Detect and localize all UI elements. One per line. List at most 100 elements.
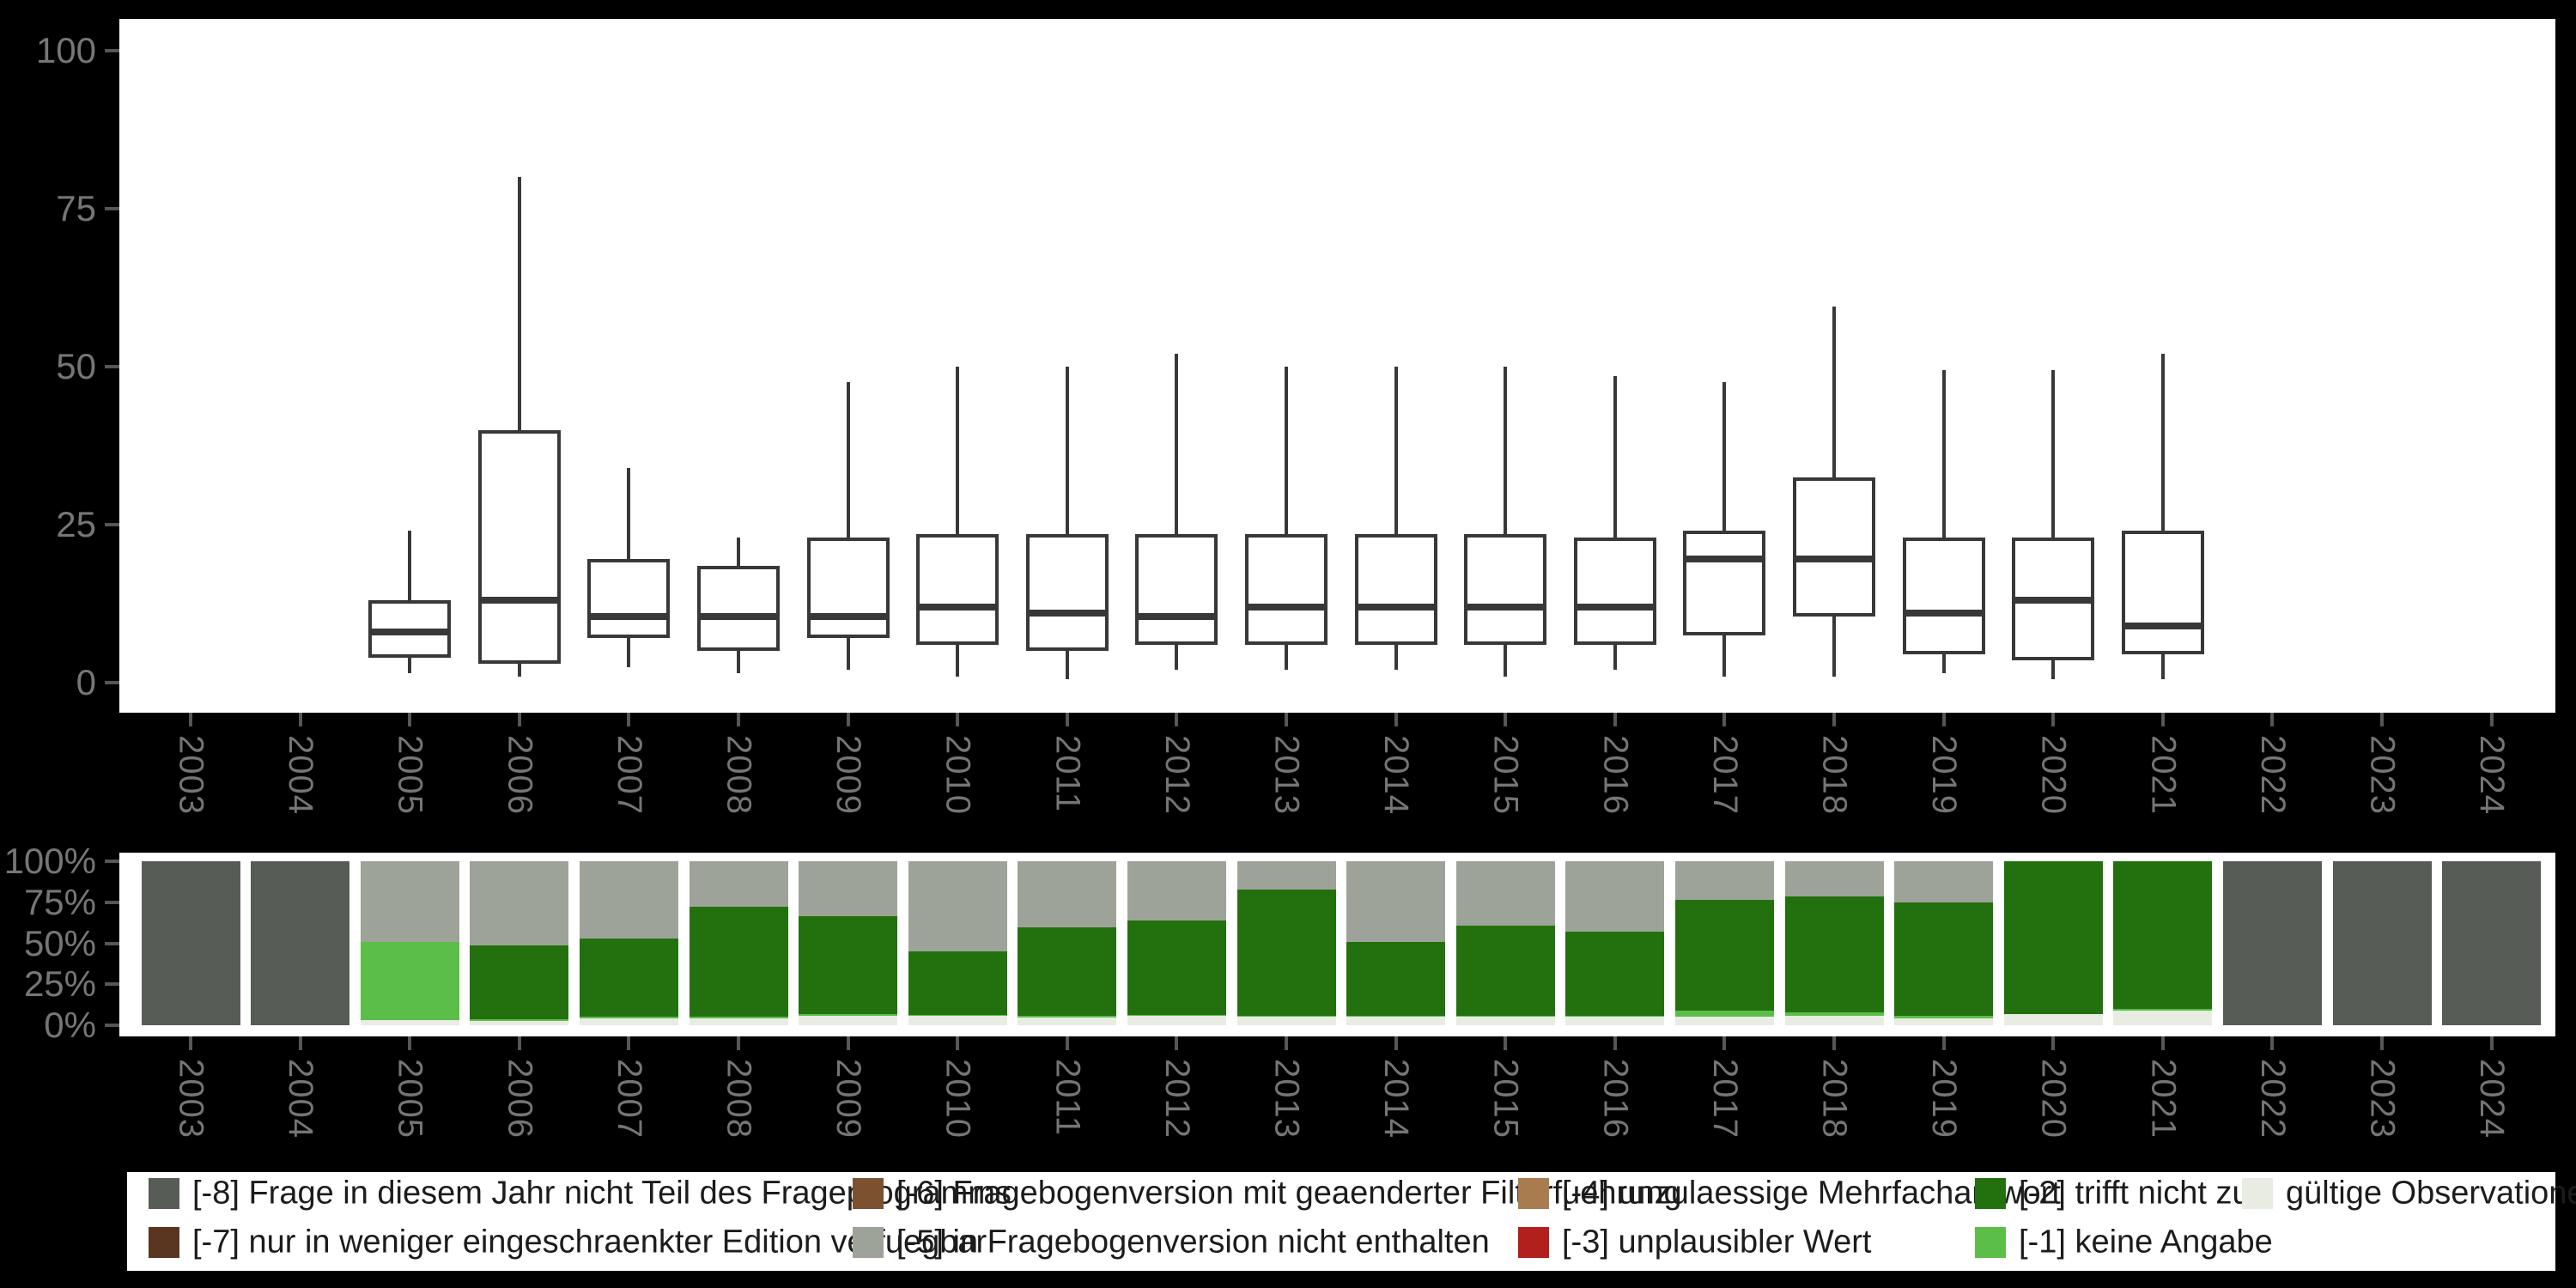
legend-label-m3: [-3] unplausibler Wert (1562, 1224, 1872, 1261)
bar-segment-2014-valid (1346, 1017, 1446, 1025)
bar-chart-x-tick-mark (1394, 1036, 1398, 1050)
boxplot-median (481, 597, 557, 605)
boxplot-median (591, 612, 667, 620)
bar-chart-x-tick-mark (2380, 1036, 2384, 1050)
boxplot-box (1573, 537, 1656, 645)
boxplot-whisker (2160, 354, 2165, 680)
boxplot-median (1905, 610, 1982, 617)
bar-segment-2017-m2 (1674, 899, 1774, 1011)
bar-chart-x-tick-label-2019: 2019 (1925, 1059, 1964, 1139)
boxplot-x-tick-mark (2160, 713, 2165, 726)
bar-segment-2013-m2 (1236, 890, 1336, 1016)
boxplot-x-tick-label-2015: 2015 (1486, 735, 1525, 815)
legend-label-m5: [-5] in Fragebogenversion nicht enthalte… (896, 1224, 1490, 1261)
bar-segment-2009-m5 (799, 861, 898, 916)
boxplot-x-tick-mark (1941, 713, 1946, 726)
bar-segment-2003-m8 (141, 861, 240, 1025)
bar-segment-2013-m1 (1236, 1015, 1336, 1018)
bar-segment-2019-valid (1894, 1018, 1994, 1025)
bar-chart-x-tick-mark (846, 1036, 850, 1050)
bar-chart-x-tick-mark (1722, 1036, 1727, 1050)
bar-segment-2009-valid (799, 1015, 898, 1025)
bar-chart-x-tick-label-2007: 2007 (610, 1059, 648, 1139)
boxplot-box (1135, 534, 1218, 645)
bar-segment-2006-m1 (470, 1019, 569, 1022)
bar-segment-2013-valid (1236, 1017, 1336, 1025)
boxplot-x-tick-label-2003: 2003 (172, 735, 210, 815)
bar-segment-2013-m5 (1236, 861, 1336, 890)
boxplot-box (1683, 531, 1766, 635)
bar-segment-2016-m5 (1565, 861, 1665, 933)
bar-chart-x-tick-label-2018: 2018 (1815, 1059, 1854, 1139)
boxplot-median (372, 629, 448, 636)
boxplot-x-tick-mark (2380, 713, 2384, 726)
bar-segment-2023-m8 (2332, 861, 2432, 1025)
legend-swatch-valid (2242, 1178, 2273, 1209)
boxplot-x-tick-label-2008: 2008 (720, 735, 758, 815)
boxplot-median (920, 603, 996, 611)
bar-segment-2024-m8 (2442, 861, 2542, 1025)
boxplot-x-tick-label-2012: 2012 (1157, 735, 1196, 815)
boxplot-median (1467, 603, 1544, 611)
bar-chart-x-tick-label-2005: 2005 (391, 1059, 429, 1139)
boxplot-y-tick-label: 50 (56, 346, 96, 386)
boxplot-whisker (517, 177, 521, 677)
bar-chart-x-tick-mark (298, 1036, 302, 1050)
bar-chart-x-tick-label-2021: 2021 (2144, 1059, 2183, 1139)
boxplot-x-tick-mark (298, 713, 302, 726)
boxplot-median (1249, 603, 1324, 611)
bar-segment-2010-m5 (908, 861, 1007, 952)
bar-chart-y-tick-label: 25% (23, 963, 96, 1005)
bar-segment-2011-m1 (1018, 1016, 1117, 1018)
bar-chart-x-tick-mark (2270, 1036, 2275, 1050)
bar-chart-x-tick-label-2023: 2023 (2363, 1059, 2402, 1139)
boxplot-whisker (1613, 376, 1617, 671)
boxplot-x-tick-mark (956, 713, 960, 726)
bar-segment-2015-m2 (1455, 926, 1555, 1017)
boxplot-whisker (1722, 382, 1727, 677)
boxplot-y-tick-mark (105, 207, 119, 210)
boxplot-y-tick-mark (105, 49, 119, 52)
boxplot-x-tick-mark (737, 713, 740, 726)
bar-segment-2021-m1 (2113, 1008, 2213, 1011)
boxplot-box (1245, 534, 1327, 645)
boxplot-median (1358, 603, 1434, 611)
boxplot-whisker (1285, 367, 1288, 671)
bar-segment-2005-m1 (360, 941, 459, 1021)
boxplot-x-tick-mark (2270, 713, 2275, 726)
bar-segment-2011-valid (1018, 1018, 1117, 1025)
bar-chart-x-tick-mark (737, 1036, 740, 1050)
bar-chart-x-tick-label-2014: 2014 (1377, 1059, 1416, 1139)
bar-chart-x-tick-label-2011: 2011 (1048, 1059, 1087, 1137)
boxplot-box (477, 429, 561, 664)
boxplot-x-tick-mark (1722, 713, 1727, 726)
boxplot-x-tick-label-2007: 2007 (610, 735, 648, 815)
bar-chart-x-tick-label-2003: 2003 (172, 1059, 210, 1139)
boxplot-x-tick-mark (2489, 713, 2494, 726)
legend-swatch-m2 (1975, 1178, 2006, 1209)
bar-chart-x-tick-label-2013: 2013 (1267, 1059, 1306, 1139)
bar-chart-x-tick-label-2009: 2009 (829, 1059, 868, 1139)
boxplot-x-tick-mark (1065, 713, 1069, 726)
boxplot-x-tick-label-2020: 2020 (2034, 735, 2073, 815)
boxplot-x-tick-mark (1613, 713, 1617, 726)
boxplot-box (1793, 477, 1875, 617)
stacked-bar-panel (119, 853, 2555, 1036)
bar-segment-2019-m1 (1894, 1016, 1994, 1019)
boxplot-x-tick-mark (189, 713, 192, 726)
bar-segment-2012-m5 (1127, 861, 1226, 920)
bar-chart-x-tick-mark (408, 1036, 412, 1050)
boxplot-y-tick-mark (105, 681, 119, 684)
boxplot-y-tick-label: 0 (76, 662, 96, 702)
legend-label-m6: [-6] Fragebogenversion mit geaenderter F… (896, 1175, 1682, 1212)
bar-segment-2016-valid (1565, 1017, 1665, 1025)
boxplot-y-tick-label: 25 (56, 504, 96, 544)
boxplot-median (1686, 556, 1763, 563)
legend-swatch-m7 (149, 1227, 179, 1258)
bar-segment-2016-m1 (1565, 1016, 1665, 1018)
boxplot-x-tick-mark (517, 713, 521, 726)
bar-chart-x-tick-mark (517, 1036, 521, 1050)
bar-segment-2018-valid (1784, 1015, 1884, 1025)
bar-segment-2021-valid (2113, 1010, 2213, 1025)
